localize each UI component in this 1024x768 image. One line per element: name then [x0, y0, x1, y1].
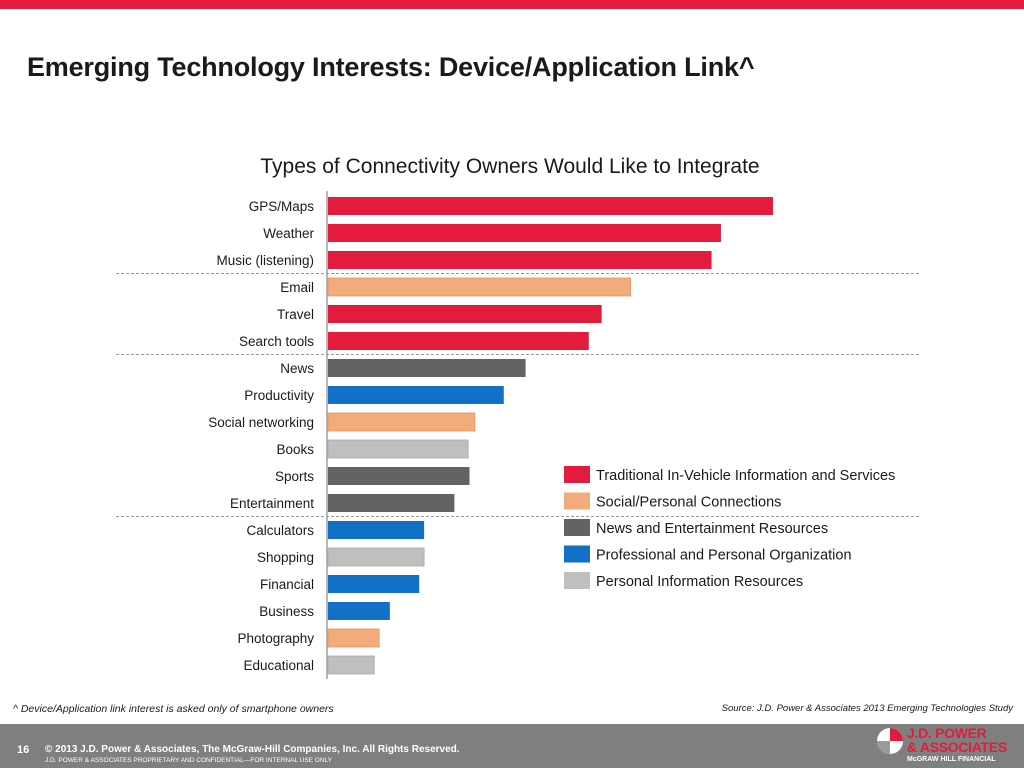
category-label: Music (listening) [216, 253, 314, 268]
category-label: Shopping [257, 550, 314, 565]
logo-text-line1: J.D. POWER [907, 725, 987, 741]
legend-label: Personal Information Resources [596, 574, 803, 590]
bar [328, 197, 773, 215]
bar [328, 359, 526, 377]
category-label: GPS/Maps [249, 199, 315, 214]
copyright-text: © 2013 J.D. Power & Associates, The McGr… [45, 744, 460, 755]
legend-label: News and Entertainment Resources [596, 521, 828, 537]
legend-swatch [564, 572, 590, 589]
confidential-text: J.D. POWER & ASSOCIATES PROPRIETARY AND … [45, 757, 333, 764]
category-label: Sports [275, 469, 314, 484]
footer-bar: 16 © 2013 J.D. Power & Associates, The M… [0, 724, 1024, 768]
bar [328, 467, 470, 485]
bar [328, 332, 589, 350]
legend-swatch [564, 492, 590, 510]
category-label: Search tools [239, 334, 314, 349]
bar [328, 251, 712, 269]
footnote: ^ Device/Application link interest is as… [13, 703, 334, 715]
top-accent-bar [0, 0, 1024, 9]
legend-label: Traditional In-Vehicle Information and S… [596, 468, 895, 484]
legend-label: Professional and Personal Organization [596, 548, 852, 564]
bar [327, 277, 632, 297]
legend-swatch [564, 466, 590, 483]
logo-emblem-icon [877, 728, 903, 754]
slide-title: Emerging Technology Interests: Device/Ap… [27, 52, 755, 82]
jd-power-logo: J.D. POWER & ASSOCIATES McGRAW HILL FINA… [874, 724, 1024, 768]
category-label: Weather [263, 226, 314, 241]
category-label: Photography [237, 631, 314, 646]
bar [328, 224, 721, 242]
bar [328, 494, 455, 512]
legend-swatch [564, 519, 590, 536]
bar [328, 305, 602, 323]
category-label: Travel [277, 307, 314, 322]
legend-label: Social/Personal Connections [596, 495, 781, 511]
category-label: Email [280, 280, 314, 295]
page-number: 16 [17, 744, 30, 756]
category-label: Calculators [246, 523, 314, 538]
bar [327, 412, 476, 432]
bar [328, 575, 420, 593]
bar [328, 521, 425, 539]
bar [327, 439, 469, 459]
bar [328, 602, 390, 620]
bar [327, 655, 375, 675]
category-label: Educational [243, 658, 314, 673]
category-label: Social networking [208, 415, 314, 430]
category-label: Business [259, 604, 314, 619]
category-label: Books [276, 442, 314, 457]
bar [327, 547, 425, 567]
logo-text-line3: McGRAW HILL FINANCIAL [907, 756, 996, 763]
category-label: Productivity [244, 388, 314, 403]
legend-swatch [564, 545, 590, 563]
category-label: News [280, 361, 314, 376]
category-label: Financial [260, 577, 314, 592]
logo-text-line2: & ASSOCIATES [907, 739, 1007, 755]
chart-title: Types of Connectivity Owners Would Like … [260, 155, 760, 178]
source-note: Source: J.D. Power & Associates 2013 Eme… [721, 703, 1013, 714]
category-label: Entertainment [230, 496, 314, 511]
bar-chart: GPS/Maps Weather Music (listening) Email Tra… [116, 191, 920, 679]
bar [328, 386, 504, 404]
bar [327, 628, 380, 648]
